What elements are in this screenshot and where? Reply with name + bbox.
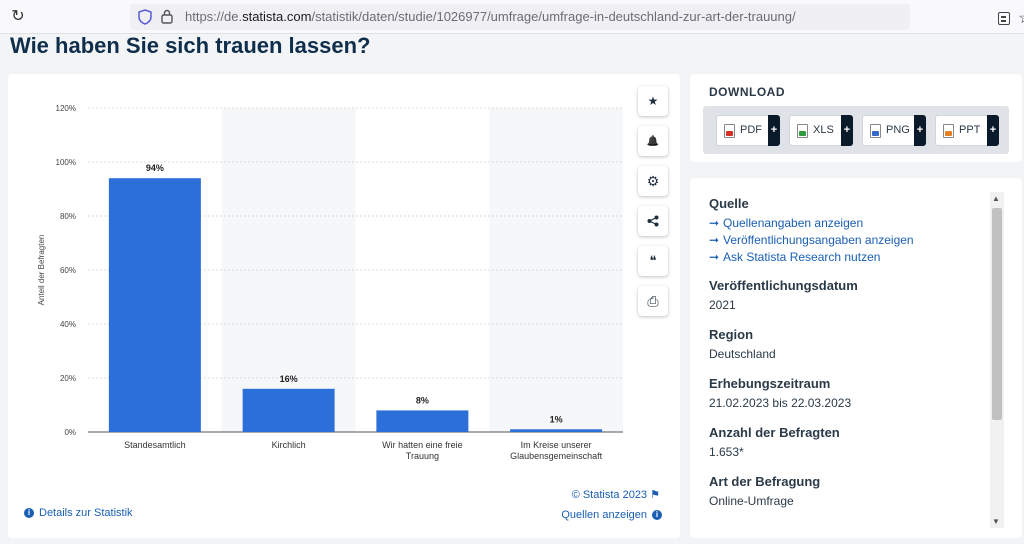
bar xyxy=(510,429,603,432)
y-tick-label: 120% xyxy=(56,104,76,113)
favorite-button[interactable]: ★ xyxy=(638,86,668,116)
settings-button[interactable]: ⚙ xyxy=(638,166,668,196)
y-tick-label: 40% xyxy=(60,320,76,329)
lock-icon xyxy=(161,9,173,24)
x-tick-label: Im Kreise unserer xyxy=(521,440,592,450)
y-tick-label: 0% xyxy=(64,428,76,437)
info-icon: i xyxy=(652,510,662,520)
url-text: https://de.statista.com/statistik/daten/… xyxy=(185,9,796,24)
x-tick-label: Standesamtlich xyxy=(124,440,186,450)
info-content: Quelle ➞ Quellenangaben anzeigen ➞ Veröffe… xyxy=(709,196,989,523)
source-heading: Quelle xyxy=(709,196,749,211)
info-value: 21.02.2023 bis 22.03.2023 xyxy=(709,396,852,410)
statistic-info-panel: Quelle ➞ Quellenangaben anzeigen ➞ Veröffe… xyxy=(690,178,1022,538)
download-xls-button[interactable]: XLS + xyxy=(789,115,853,146)
download-title: DOWNLOAD xyxy=(709,85,785,99)
ppt-file-icon xyxy=(943,124,954,138)
info-heading: Art der Befragung xyxy=(709,474,821,489)
arrow-right-icon: ➞ xyxy=(709,233,720,247)
publication-details-link[interactable]: ➞ Veröffentlichungsangaben anzeigen xyxy=(709,233,914,247)
bar-value-label: 8% xyxy=(416,395,429,405)
print-button[interactable]: ⎙ xyxy=(638,286,668,316)
scroll-down-icon[interactable]: ▼ xyxy=(992,517,1000,526)
xls-file-icon xyxy=(797,124,808,138)
x-tick-label: Wir hatten eine freie xyxy=(382,440,463,450)
quote-icon: ❝ xyxy=(649,253,657,268)
notification-button[interactable]: 🔔 xyxy=(638,126,668,156)
ask-research-link[interactable]: ➞ Ask Statista Research nutzen xyxy=(709,250,881,264)
scroll-up-icon[interactable]: ▲ xyxy=(992,194,1000,203)
arrow-right-icon: ➞ xyxy=(709,250,720,264)
info-heading: Veröffentlichungsdatum xyxy=(709,278,858,293)
y-tick-label: 100% xyxy=(56,158,76,167)
download-pdf-button[interactable]: PDF + xyxy=(716,115,780,146)
info-heading: Region xyxy=(709,327,754,342)
plus-icon[interactable]: + xyxy=(841,115,853,146)
bar-chart: 0% 20% 40% 60% 80% 100% 120% Anteil der Befragt… xyxy=(37,104,623,461)
y-tick-label: 20% xyxy=(60,374,76,383)
shield-icon xyxy=(138,9,152,25)
bookmark-star-icon[interactable]: ☆ xyxy=(1018,8,1024,28)
sources-link[interactable]: Quellen anzeigen i xyxy=(561,509,662,521)
png-file-icon xyxy=(870,124,881,138)
info-value: Online-Umfrage xyxy=(709,494,794,508)
reload-icon[interactable]: ↻ xyxy=(11,8,25,25)
download-buttons: PDF + XLS + PNG + PPT + xyxy=(703,106,1009,154)
share-icon xyxy=(647,215,659,227)
star-icon: ★ xyxy=(647,94,659,108)
info-value: 1.653* xyxy=(709,445,744,459)
plus-icon[interactable]: + xyxy=(987,115,999,146)
info-heading: Erhebungszeitraum xyxy=(709,376,831,391)
x-tick-label: Glaubensgemeinschaft xyxy=(510,451,603,461)
details-link[interactable]: i Details zur Statistik xyxy=(24,507,133,519)
flag-icon: ⚑ xyxy=(650,489,660,501)
bar xyxy=(242,388,335,432)
download-ppt-button[interactable]: PPT + xyxy=(935,115,999,146)
bar-value-label: 16% xyxy=(280,374,298,384)
share-button[interactable] xyxy=(638,206,668,236)
y-tick-label: 80% xyxy=(60,212,76,221)
source-details-link[interactable]: ➞ Quellenangaben anzeigen xyxy=(709,216,864,230)
printer-icon: ⎙ xyxy=(647,292,659,309)
scrollbar-thumb[interactable] xyxy=(992,208,1002,420)
x-tick-label: Kirchlich xyxy=(272,440,306,450)
bell-icon: 🔔 xyxy=(646,135,660,147)
arrow-right-icon: ➞ xyxy=(709,216,720,230)
y-axis-label: Anteil der Befragten xyxy=(37,235,46,306)
pdf-file-icon xyxy=(724,124,735,138)
gear-icon: ⚙ xyxy=(646,172,660,189)
chart-card: 0% 20% 40% 60% 80% 100% 120% Anteil der Befragt… xyxy=(8,74,680,538)
download-png-button[interactable]: PNG + xyxy=(862,115,926,146)
download-panel: DOWNLOAD PDF + XLS + PNG + PPT + xyxy=(690,74,1022,162)
plus-icon[interactable]: + xyxy=(914,115,926,146)
browser-toolbar: ↻ https://de.statista.com/statistik/date… xyxy=(0,0,1024,34)
info-value: Deutschland xyxy=(709,347,776,361)
bar-value-label: 1% xyxy=(550,414,563,424)
statista-copyright[interactable]: © Statista 2023 ⚑ xyxy=(571,489,660,501)
plus-icon[interactable]: + xyxy=(768,115,780,146)
bar-value-label: 94% xyxy=(146,163,164,173)
info-icon: i xyxy=(24,508,34,518)
reader-view-icon[interactable] xyxy=(998,12,1010,25)
y-tick-label: 60% xyxy=(60,266,76,275)
cite-button[interactable]: ❝ xyxy=(638,246,668,276)
x-tick-label: Trauung xyxy=(406,451,439,461)
page-title: Wie haben Sie sich trauen lassen? xyxy=(10,33,371,58)
info-value: 2021 xyxy=(709,298,736,312)
info-heading: Anzahl der Befragten xyxy=(709,425,840,440)
scrollbar[interactable]: ▲ ▼ xyxy=(990,192,1004,528)
address-bar[interactable]: https://de.statista.com/statistik/daten/… xyxy=(130,4,1024,30)
bar xyxy=(108,178,201,432)
bar xyxy=(376,410,469,432)
